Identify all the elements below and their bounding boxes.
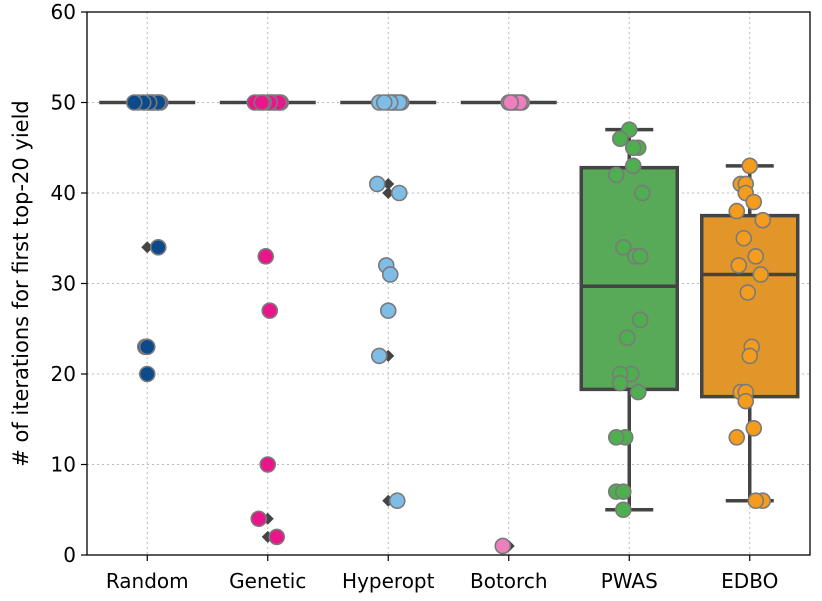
y-tick-label: 60 xyxy=(51,0,76,24)
pwas-point xyxy=(614,483,632,500)
hyperopt-point xyxy=(368,175,386,193)
x-tick-label-hyperopt: Hyperopt xyxy=(342,569,435,593)
pwas-point xyxy=(607,429,625,446)
data-points xyxy=(125,94,772,555)
pwas-point xyxy=(614,501,632,519)
pwas-point xyxy=(624,157,642,175)
hyperopt-point xyxy=(381,266,399,283)
pwas-point xyxy=(629,383,647,401)
y-tick-label: 10 xyxy=(51,453,76,477)
pwas-point xyxy=(633,184,651,202)
edbo-point xyxy=(728,429,746,446)
pwas-point xyxy=(607,166,625,184)
x-tick-label-random: Random xyxy=(106,569,189,593)
edbo-point xyxy=(737,392,755,410)
hyperopt-point xyxy=(375,94,393,111)
genetic-point xyxy=(253,94,271,111)
edbo-point xyxy=(745,193,763,211)
pwas-point xyxy=(611,130,629,147)
edbo-point xyxy=(741,347,759,365)
genetic-point xyxy=(261,302,279,319)
botorch-point xyxy=(494,537,512,555)
pwas-point xyxy=(611,374,629,392)
edbo-point xyxy=(745,419,763,437)
hyperopt-outlier-marker xyxy=(382,177,395,190)
boxes xyxy=(99,100,800,552)
y-tick-label: 50 xyxy=(51,91,76,115)
genetic-point xyxy=(259,456,277,473)
pwas-point xyxy=(618,329,636,347)
genetic-point xyxy=(268,528,286,546)
x-tick-label-pwas: PWAS xyxy=(601,569,658,593)
random-outlier-marker xyxy=(141,241,154,254)
random-point xyxy=(138,338,156,356)
edbo-point xyxy=(730,257,748,274)
hyperopt-point xyxy=(370,347,388,365)
tick-labels: 0 10 20 30 40 50 60 Random Genetic Hyperopt Botorc… xyxy=(51,0,779,593)
axes xyxy=(81,11,811,561)
y-axis-label: # of iterations for first top-20 yield xyxy=(9,100,33,467)
random-point xyxy=(125,94,143,111)
x-tick-label-botorch: Botorch xyxy=(470,569,548,593)
hyperopt-point xyxy=(390,184,408,202)
pwas-box xyxy=(579,165,679,392)
random-point xyxy=(149,239,167,256)
edbo-point xyxy=(739,284,757,301)
edbo-point xyxy=(741,157,759,175)
edbo-box xyxy=(700,213,800,399)
y-tick-label: 40 xyxy=(51,181,76,205)
x-tick-label-genetic: Genetic xyxy=(229,569,306,593)
pwas-point xyxy=(624,139,642,157)
botorch-point xyxy=(502,94,520,111)
pwas-point xyxy=(631,248,649,265)
hyperopt-point xyxy=(388,492,406,510)
y-tick-label: 20 xyxy=(51,362,76,386)
hyperopt-point xyxy=(379,302,397,319)
y-tick-label: 0 xyxy=(63,543,76,567)
edbo-point xyxy=(747,492,765,510)
edbo-point xyxy=(728,202,746,220)
genetic-point xyxy=(257,248,275,265)
edbo-point xyxy=(754,211,772,229)
hyperopt-outlier-marker xyxy=(382,187,395,199)
plot-frame xyxy=(86,11,811,556)
edbo-point xyxy=(747,248,765,265)
genetic-point xyxy=(250,510,268,528)
x-tick-label-edbo: EDBO xyxy=(721,569,778,593)
edbo-point xyxy=(735,229,753,247)
pwas-point xyxy=(614,239,632,256)
edbo-point xyxy=(752,266,770,283)
random-point xyxy=(138,365,156,383)
y-tick-label: 30 xyxy=(51,272,76,296)
pwas-point xyxy=(631,311,649,329)
